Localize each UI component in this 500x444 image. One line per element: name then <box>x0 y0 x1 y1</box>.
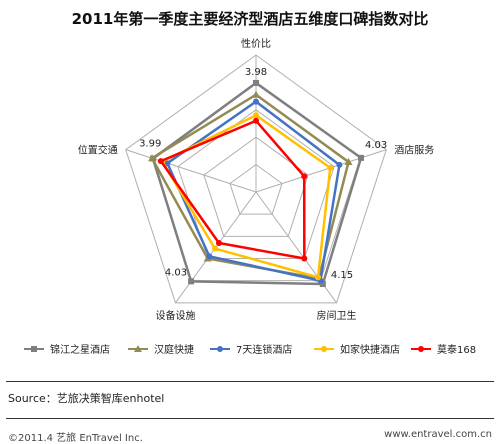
source-note: Source：艺旅决策智库enhotel <box>8 392 165 405</box>
series-1-point-1 <box>344 157 353 165</box>
axis-label-2: 房间卫生 <box>317 309 357 322</box>
grid-ring-1 <box>229 163 283 215</box>
divider-top <box>6 381 494 382</box>
legend-label-4: 莫泰168 <box>437 343 476 356</box>
grid-ring-3 <box>177 109 335 260</box>
axis-label-3: 设备设施 <box>155 309 195 322</box>
series-3-point-1 <box>327 164 334 171</box>
legend-marker-1 <box>134 345 142 352</box>
footer: ©2011.4 艺旅 EnTravel Inc. www.entravel.co… <box>0 423 500 444</box>
series-line-4 <box>159 119 306 260</box>
series-2-point-3 <box>206 253 213 260</box>
axis-label-0: 性价比 <box>241 37 271 50</box>
grid-spoke-4 <box>125 149 257 193</box>
radar-series <box>148 79 365 287</box>
chart-title: 2011年第一季度主要经济型酒店五维度口碑指数对比 <box>71 10 429 28</box>
series-4 <box>157 117 308 262</box>
grid-spoke-1 <box>255 149 387 193</box>
series-0-point-0 <box>253 79 259 86</box>
legend-marker-2 <box>217 346 223 352</box>
series-2-point-1 <box>336 161 343 168</box>
series-3-point-0 <box>253 112 259 119</box>
legend-label-0: 锦江之星酒店 <box>50 343 110 356</box>
footer-copyright: ©2011.4 艺旅 EnTravel Inc. <box>8 433 143 444</box>
legend-item-3: 如家快捷酒店 <box>314 343 400 356</box>
legend-label-1: 汉庭快捷 <box>154 343 194 356</box>
grid-ring-2 <box>203 136 309 237</box>
legend-label-3: 如家快捷酒店 <box>340 343 400 356</box>
series-1-point-0 <box>252 90 260 98</box>
legend-item-2: 7天连锁酒店 <box>210 343 292 356</box>
series-0-point-3 <box>188 278 195 285</box>
series-1-point-4 <box>148 154 157 162</box>
value-label-3: 4.03 <box>165 267 187 278</box>
series-0-point-2 <box>319 280 326 287</box>
series-2-point-0 <box>253 98 259 105</box>
series-3-point-2 <box>315 274 322 281</box>
series-2-point-4 <box>164 160 171 167</box>
legend-item-0: 锦江之星酒店 <box>24 343 110 356</box>
chart-legend: 锦江之星酒店 汉庭快捷 7天连锁酒店 如家快捷酒店 莫泰168 <box>24 343 476 356</box>
footer-website[interactable]: www.entravel.com.cn <box>384 429 492 440</box>
legend-label-2: 7天连锁酒店 <box>236 343 292 356</box>
series-4-point-0 <box>253 117 259 124</box>
series-4-point-3 <box>215 239 222 246</box>
legend-marker-4 <box>418 346 424 352</box>
value-label-0: 3.98 <box>245 67 267 78</box>
series-4-point-1 <box>301 173 308 180</box>
grid-ring-5 <box>125 54 387 304</box>
series-0-point-1 <box>358 154 365 161</box>
series-3-point-3 <box>211 245 218 252</box>
legend-item-1: 汉庭快捷 <box>128 343 194 356</box>
divider-bottom <box>6 418 494 419</box>
value-label-4: 3.99 <box>139 139 161 150</box>
axis-label-1: 酒店服务 <box>394 144 434 157</box>
series-4-point-4 <box>157 158 164 165</box>
legend-item-4: 莫泰168 <box>411 343 476 356</box>
value-label-1: 4.03 <box>365 140 387 151</box>
series-4-point-2 <box>301 255 308 262</box>
axis-label-4: 位置交通 <box>78 144 118 157</box>
value-label-2: 4.15 <box>331 270 353 281</box>
legend-marker-3 <box>321 346 327 352</box>
legend-marker-0 <box>31 346 37 352</box>
